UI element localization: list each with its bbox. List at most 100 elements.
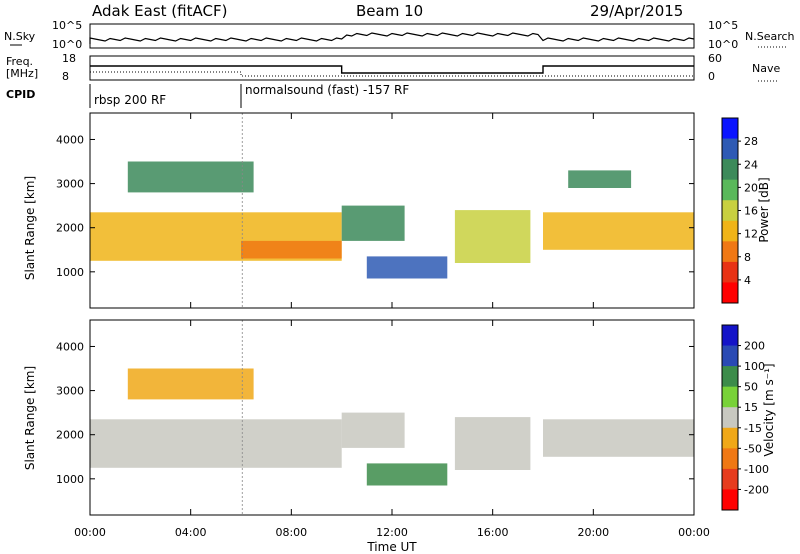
vel-colorbar-cell-1 bbox=[722, 345, 738, 367]
time-tick-label-5: 20:00 bbox=[577, 526, 609, 539]
vel-colorbar-label-6: -100 bbox=[744, 463, 769, 476]
power-colorbar-cell-6 bbox=[722, 241, 738, 263]
vel-ytick-label-3: 4000 bbox=[56, 340, 84, 353]
vel-region-5 bbox=[127, 368, 254, 400]
vel-colorbar-label-2: 50 bbox=[744, 381, 758, 394]
velocity-colorbar: 200 100 50 15 -15 -50 -100 -200 bbox=[721, 324, 769, 511]
nsearch-tick-top: 10^5 bbox=[708, 19, 738, 32]
time-tick-label-4: 16:00 bbox=[477, 526, 509, 539]
nsky-line bbox=[89, 32, 695, 44]
date-title: 29/Apr/2015 bbox=[590, 2, 683, 20]
nsky-trace bbox=[89, 32, 695, 44]
power-colorbar-label-0: 28 bbox=[744, 135, 758, 148]
vel-colorbar-cell-8 bbox=[722, 489, 738, 511]
velocity-colorbar-label: Velocity [m s⁻¹] bbox=[762, 363, 776, 456]
vel-colorbar-label-1: 100 bbox=[744, 360, 765, 373]
power-ytick-label-2: 3000 bbox=[56, 178, 84, 191]
power-colorbar-label-1: 24 bbox=[744, 158, 758, 171]
cpid-mode-1: normalsound (fast) -157 RF bbox=[245, 83, 409, 97]
velocity-panel: 1000 2000 3000 4000 Slant Range [km] 200 100… bbox=[23, 319, 776, 516]
nave-tick-bottom: 0 bbox=[708, 70, 715, 83]
power-colorbar-label-4: 12 bbox=[744, 228, 758, 241]
vel-colorbar-cell-0 bbox=[722, 325, 738, 347]
power-colorbar-cell-5 bbox=[722, 220, 738, 242]
vel-ytick-label-2: 3000 bbox=[56, 385, 84, 398]
power-ytick-label-3: 4000 bbox=[56, 133, 84, 146]
vel-ytick-label-1: 2000 bbox=[56, 429, 84, 442]
vel-colorbar-cell-3 bbox=[722, 386, 738, 408]
vel-region-4 bbox=[543, 419, 694, 457]
power-panel: 1000 2000 3000 4000 Slant Range [km] 28 24 20… bbox=[23, 112, 771, 309]
power-ytick-label-0: 1000 bbox=[56, 266, 84, 279]
power-region-3 bbox=[341, 205, 405, 241]
power-colorbar-label-6: 4 bbox=[744, 274, 751, 287]
vel-colorbar-cell-5 bbox=[722, 427, 738, 449]
power-colorbar-cell-1 bbox=[722, 138, 738, 160]
cpid-row: CPID rbsp 200 RF normalsound (fast) -157… bbox=[6, 83, 409, 108]
vel-region-3 bbox=[454, 417, 531, 470]
freq-tick-bottom: 8 bbox=[62, 70, 69, 83]
power-y-axis: 1000 2000 3000 4000 bbox=[56, 133, 694, 279]
power-ylabel: Slant Range [km] bbox=[23, 176, 37, 280]
power-colorbar-cell-0 bbox=[722, 118, 738, 140]
nsearch-label: N.Search bbox=[745, 30, 795, 43]
vel-colorbar-cell-4 bbox=[722, 407, 738, 429]
nsky-tick-bottom: 10^0 bbox=[52, 38, 82, 51]
power-region-7 bbox=[568, 170, 632, 188]
power-colorbar-label: Power [dB] bbox=[757, 177, 771, 242]
power-colorbar-cell-8 bbox=[722, 282, 738, 304]
nave-line bbox=[90, 71, 694, 77]
freq-line bbox=[90, 65, 694, 74]
power-colorbar-cell-2 bbox=[722, 159, 738, 181]
velocity-ylabel: Slant Range [km] bbox=[23, 366, 37, 470]
nave-label: Nave bbox=[752, 62, 780, 75]
velocity-plot bbox=[89, 320, 695, 515]
cpid-label: CPID bbox=[6, 88, 35, 101]
nsky-frame bbox=[89, 23, 695, 49]
station-title: Adak East (fitACF) bbox=[92, 2, 227, 20]
freq-trace bbox=[90, 65, 694, 77]
time-axis: 00:00 04:00 08:00 12:00 16:00 20:00 00:00 bbox=[74, 526, 710, 539]
vel-colorbar-frame bbox=[721, 324, 739, 511]
vel-region-0 bbox=[90, 419, 342, 468]
vel-colorbar-cell-7 bbox=[722, 468, 738, 490]
power-colorbar-label-5: 8 bbox=[744, 251, 751, 264]
vel-colorbar-label-0: 200 bbox=[744, 340, 765, 353]
nsky-panel: N.Sky 10^5 10^0 10^5 10^0 N.Search bbox=[4, 19, 795, 51]
freq-frame bbox=[89, 55, 695, 81]
cpid-mode-0: rbsp 200 RF bbox=[94, 93, 166, 107]
vel-ytick-label-0: 1000 bbox=[56, 473, 84, 486]
power-colorbar-cell-7 bbox=[722, 261, 738, 283]
time-tick-label-0: 00:00 bbox=[74, 526, 106, 539]
time-axis-label: Time UT bbox=[366, 540, 417, 554]
freq-tick-top: 18 bbox=[62, 52, 76, 65]
power-frame bbox=[89, 112, 695, 309]
power-region-6 bbox=[543, 212, 694, 250]
velocity-frame bbox=[89, 319, 695, 516]
freq-label-2: [MHz] bbox=[6, 67, 38, 80]
power-region-4 bbox=[366, 256, 448, 279]
power-colorbar: 28 24 20 16 12 8 4 bbox=[721, 117, 758, 304]
vel-colorbar-label-4: -15 bbox=[744, 422, 762, 435]
power-colorbar-cell-4 bbox=[722, 200, 738, 222]
power-region-2 bbox=[127, 161, 254, 193]
vel-colorbar-label-5: -50 bbox=[744, 442, 762, 455]
freq-panel: Freq. [MHz] 18 8 60 0 Nave bbox=[6, 52, 780, 83]
nsearch-tick-bottom: 10^0 bbox=[708, 38, 738, 51]
nsky-tick-top: 10^5 bbox=[52, 19, 82, 32]
nsky-label: N.Sky bbox=[4, 30, 36, 43]
vel-region-1 bbox=[341, 412, 405, 448]
velocity-y-axis: 1000 2000 3000 4000 bbox=[56, 340, 694, 486]
nave-tick-top: 60 bbox=[708, 52, 722, 65]
power-colorbar-label-2: 20 bbox=[744, 181, 758, 194]
power-colorbar-label-3: 16 bbox=[744, 205, 758, 218]
vel-colorbar-cell-6 bbox=[722, 448, 738, 470]
time-tick-label-1: 04:00 bbox=[175, 526, 207, 539]
time-tick-label-2: 08:00 bbox=[275, 526, 307, 539]
time-tick-label-6: 00:00 bbox=[678, 526, 710, 539]
beam-title: Beam 10 bbox=[356, 2, 423, 20]
power-ytick-label-1: 2000 bbox=[56, 222, 84, 235]
power-region-5 bbox=[454, 210, 531, 263]
power-plot bbox=[89, 113, 695, 308]
